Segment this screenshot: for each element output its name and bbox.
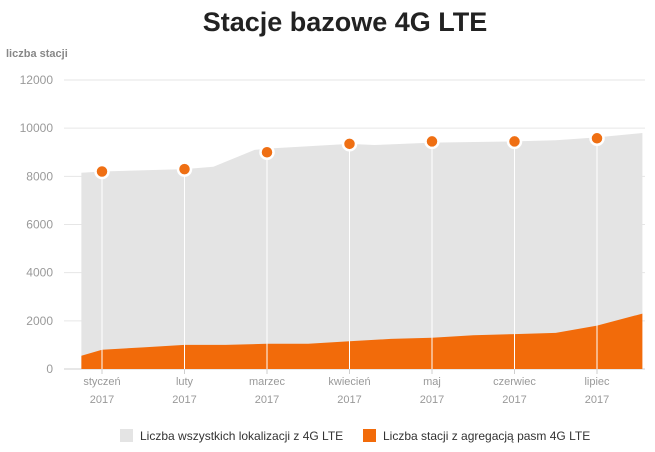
data-point — [94, 163, 110, 180]
data-point — [589, 130, 605, 147]
x-tick-label: luty — [176, 376, 194, 388]
data-point — [506, 133, 523, 150]
y-tick-label: 0 — [46, 362, 53, 376]
data-point — [341, 136, 358, 152]
x-tick-label-year: 2017 — [337, 394, 361, 406]
legend: Liczba wszystkich lokalizacji z 4G LTE Li… — [120, 429, 590, 443]
x-tick-label: maj — [423, 376, 441, 388]
legend-swatch-aggregation — [363, 429, 376, 442]
x-tick-label: styczeń — [83, 376, 120, 388]
total-area — [81, 132, 643, 369]
y-tick-label: 6000 — [26, 218, 53, 232]
x-tick-label: marzec — [249, 376, 286, 388]
x-tick-label-year: 2017 — [90, 394, 114, 406]
x-tick-label-year: 2017 — [255, 394, 279, 406]
plot-area: 0 2000 4000 6000 8000 10000 12000 styczeń 2017 lu… — [20, 73, 645, 406]
y-tick-label: 8000 — [26, 169, 53, 183]
x-tick-label-year: 2017 — [420, 394, 444, 406]
data-point — [424, 133, 440, 150]
legend-swatch-total — [120, 429, 133, 442]
data-point — [176, 161, 193, 177]
aggregation-area — [81, 313, 643, 369]
y-tick-label: 4000 — [26, 266, 53, 280]
legend-label-total: Liczba wszystkich lokalizacji z 4G LTE — [140, 429, 343, 443]
x-tick-label: czerwiec — [493, 376, 536, 388]
y-axis-label: liczba stacji — [6, 48, 68, 60]
y-tick-label: 12000 — [20, 73, 54, 87]
y-tick-label: 10000 — [20, 121, 54, 135]
data-point — [259, 144, 275, 160]
legend-label-aggregation: Liczba stacji z agregacją pasm 4G LTE — [383, 429, 590, 443]
x-tick-label-year: 2017 — [502, 394, 526, 406]
y-tick-label: 2000 — [26, 314, 53, 328]
x-tick-label-year: 2017 — [172, 394, 196, 406]
x-tick-label: lipiec — [584, 376, 610, 388]
x-tick-label-year: 2017 — [585, 394, 609, 406]
x-tick-label: kwiecień — [328, 376, 370, 388]
chart-title: Stacje bazowe 4G LTE — [203, 7, 488, 37]
